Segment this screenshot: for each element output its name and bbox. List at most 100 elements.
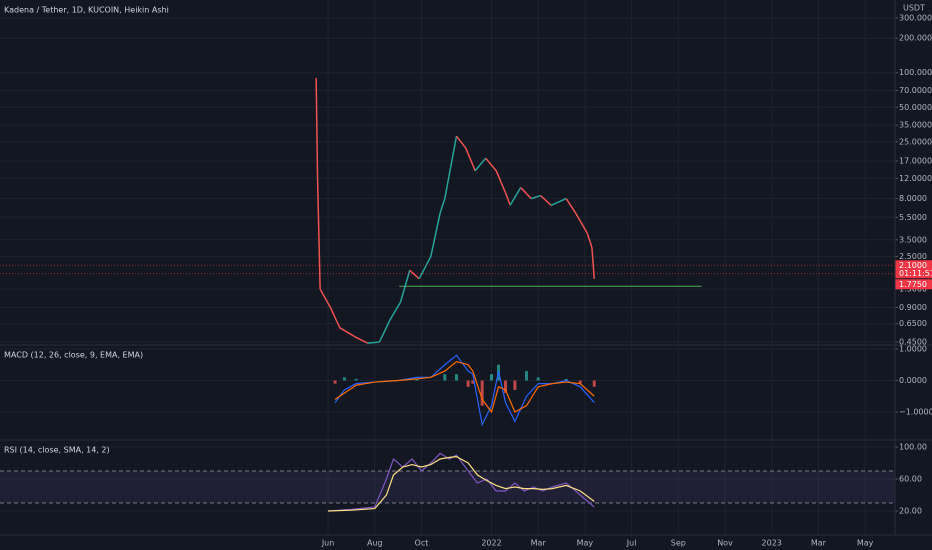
unit-label: USDT (903, 4, 925, 13)
histogram-bar (536, 377, 540, 381)
y-tick-label: 1.0000 (899, 345, 927, 354)
pane-title: RSI (14, close, SMA, 14, 2) (4, 446, 110, 455)
price-segment (430, 212, 441, 257)
price-segment (586, 232, 593, 248)
x-tick-label: 2023 (762, 539, 782, 548)
y-tick-label: 35.0000 (899, 121, 932, 130)
y-tick-label: 60.00 (899, 475, 922, 484)
histogram-bar (333, 380, 337, 384)
price-segment (418, 256, 432, 280)
indicator-line (328, 455, 595, 512)
histogram-bar (592, 380, 596, 387)
histogram-bar (513, 380, 517, 390)
histogram-bar (454, 374, 458, 381)
indicator-line (334, 360, 595, 414)
price-label-box (895, 260, 932, 279)
histogram-bar (342, 377, 346, 381)
x-tick-label: May (857, 539, 874, 548)
price-segment (504, 192, 511, 206)
price-segment (316, 178, 321, 290)
price-segment (520, 186, 532, 200)
histogram-bar (443, 374, 447, 381)
price-segment (530, 194, 541, 200)
x-tick-label: Aug (367, 539, 383, 548)
indicator-line (328, 452, 595, 512)
price-segment (409, 269, 420, 280)
price-segment (565, 198, 577, 214)
histogram-bar (490, 374, 494, 381)
price-segment (378, 319, 391, 343)
price-label-box (895, 279, 932, 290)
y-tick-label: 100.0000 (899, 68, 932, 77)
price-segment (399, 270, 411, 303)
price-segment (455, 135, 467, 149)
price-segment (389, 301, 402, 321)
y-tick-label: 100.00 (899, 443, 927, 452)
price-segment (591, 247, 596, 279)
histogram-bar (504, 380, 508, 394)
price-segment (329, 307, 341, 329)
y-tick-label: 200.0000 (899, 34, 932, 43)
x-tick-label: Sep (671, 539, 686, 548)
pane (0, 446, 895, 512)
price-label: 1.7750 (899, 280, 927, 289)
x-tick-label: Nov (717, 539, 733, 548)
y-tick-label: 0.4500 (899, 338, 927, 347)
pane-title: MACD (12, 26, close, 9, EMA, EMA) (4, 351, 143, 360)
histogram-bar (578, 380, 582, 384)
price-segment (550, 197, 567, 206)
x-tick-label: 2022 (481, 539, 501, 548)
price-segment (315, 77, 319, 179)
price-segment (367, 341, 380, 344)
histogram-bar (471, 380, 475, 384)
rsi-band (0, 471, 895, 503)
price-segment (474, 157, 487, 172)
y-tick-label: 0.9000 (899, 303, 927, 312)
price-segment (339, 327, 356, 338)
y-tick-label: 17.0000 (899, 157, 932, 166)
pane (0, 348, 895, 427)
price-segment (319, 288, 332, 308)
histogram-bar (466, 380, 470, 387)
y-tick-label: 25.0000 (899, 137, 932, 146)
histogram-bar (480, 380, 484, 406)
x-tick-label: Mar (531, 539, 547, 548)
y-tick-label: 0.0000 (899, 376, 927, 385)
price-segment (439, 198, 446, 214)
price-segment (574, 212, 588, 234)
price-segment (449, 136, 458, 168)
y-tick-label: 50.0000 (899, 103, 932, 112)
y-tick-label: 8.0000 (899, 194, 927, 203)
y-tick-label: 5.5000 (899, 213, 927, 222)
x-tick-label: Mar (811, 539, 827, 548)
y-tick-label: 0.6500 (899, 319, 927, 328)
y-tick-label: 2.5000 (899, 252, 927, 261)
y-tick-label: 3.5000 (899, 235, 927, 244)
y-tick-label: −1.0000 (899, 407, 932, 416)
price-segment (354, 336, 369, 344)
x-tick-label: Jul (626, 539, 637, 548)
price-segment (444, 167, 452, 199)
price-label: 2.1000 (899, 261, 927, 270)
pane-title: Kadena / Tether, 1D, KUCOIN, Heikin Ashi (4, 6, 169, 15)
price-segment (509, 187, 522, 206)
x-tick-label: May (577, 539, 594, 548)
countdown: 01:11:51 (899, 269, 932, 278)
x-tick-label: Jun (321, 539, 335, 548)
price-segment (540, 195, 552, 206)
y-tick-label: 70.0000 (899, 86, 932, 95)
x-tick-label: Oct (415, 539, 429, 548)
histogram-bar (354, 378, 358, 381)
y-tick-label: 12.0000 (899, 174, 932, 183)
y-tick-label: 300.0000 (899, 13, 932, 22)
price-segment (465, 147, 476, 172)
pane (0, 17, 895, 344)
price-segment (485, 157, 497, 172)
price-segment (495, 170, 507, 194)
y-tick-label: 20.00 (899, 507, 922, 516)
histogram-bar (525, 371, 529, 381)
histogram-bar (564, 378, 568, 381)
histogram-bar (415, 378, 419, 381)
